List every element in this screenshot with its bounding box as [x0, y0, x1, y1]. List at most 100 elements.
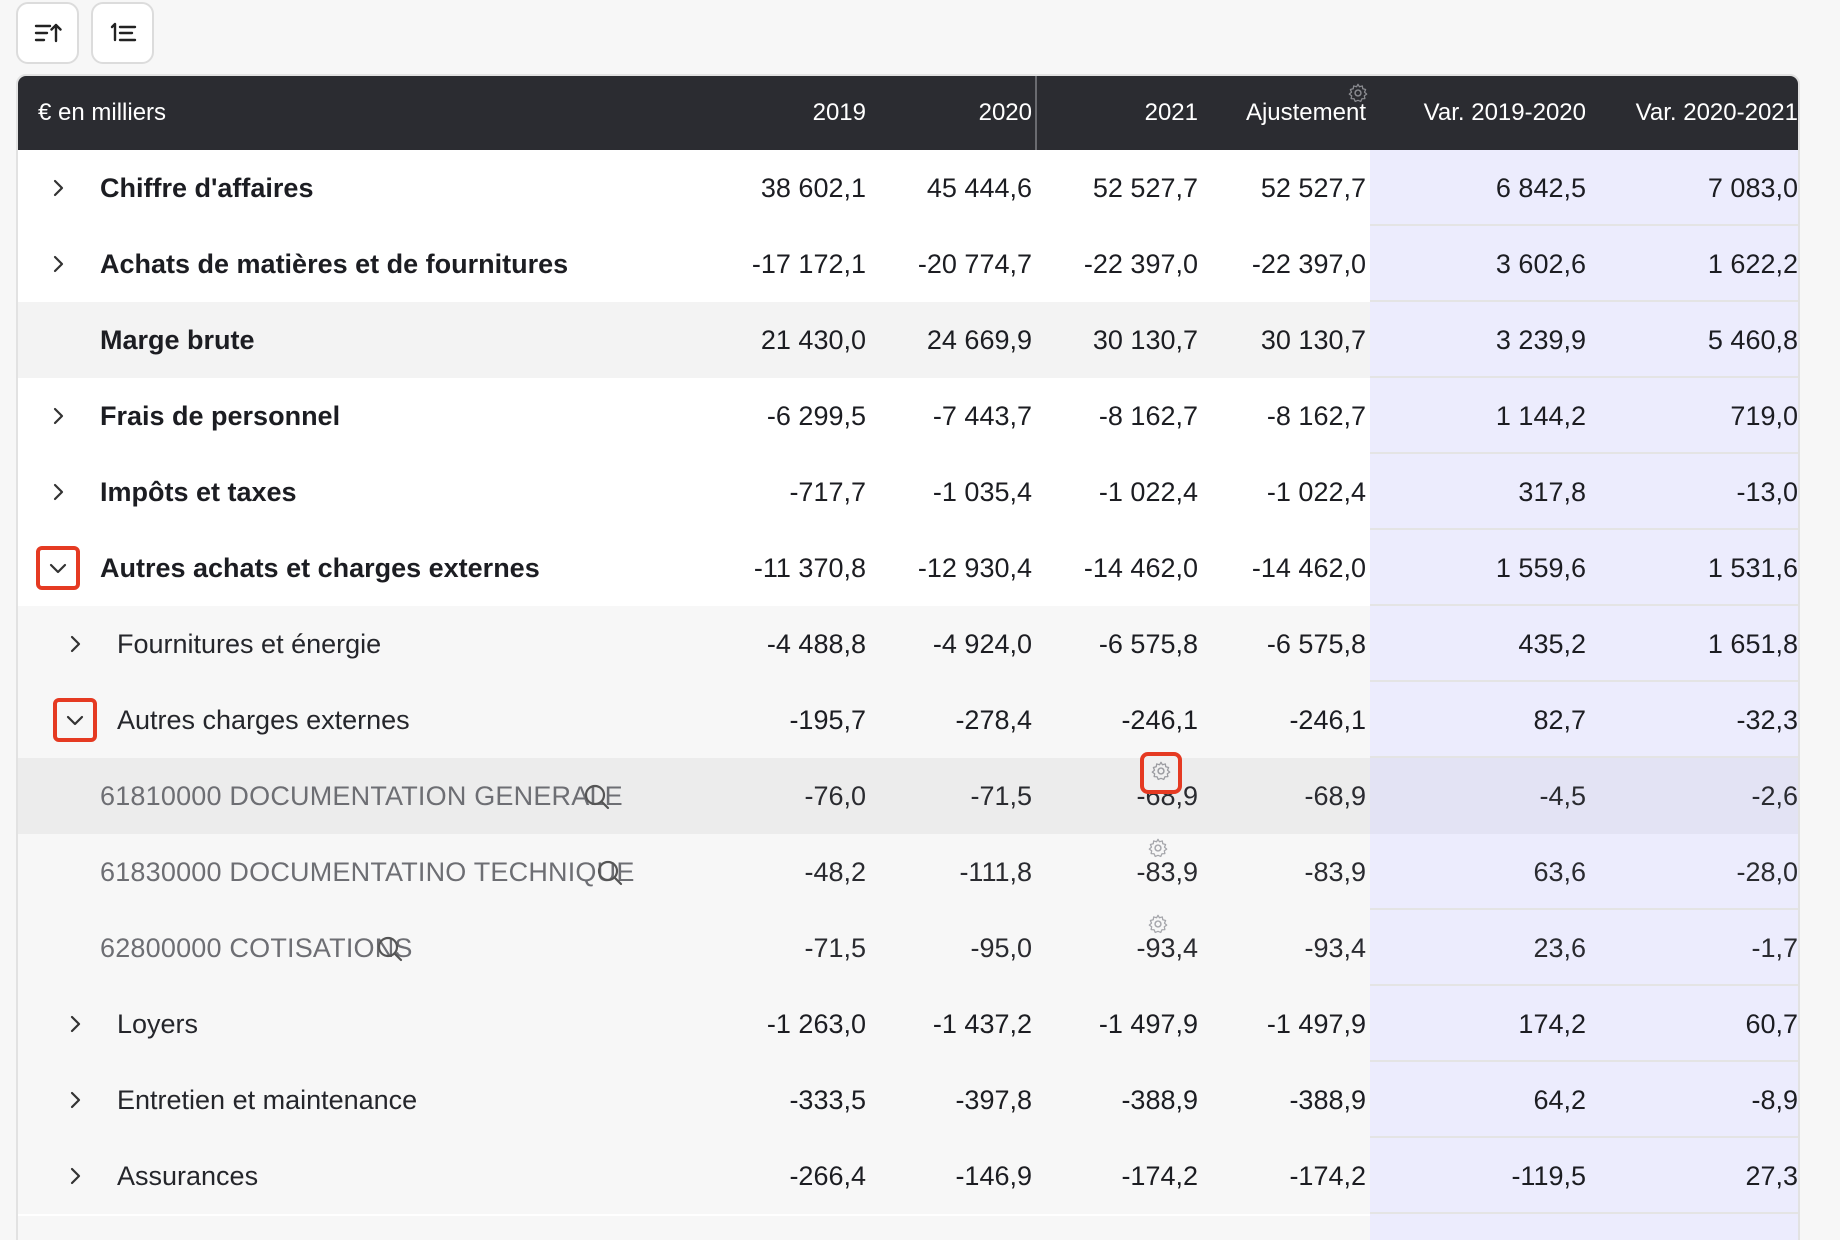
row-label: Chiffre d'affaires [100, 173, 314, 203]
expand-toggle[interactable] [44, 478, 72, 506]
cell-v2019: -71,5 [804, 933, 866, 963]
cell-v2021: -14 462,0 [1083, 553, 1198, 583]
cell-var1: -4,5 [1539, 781, 1586, 811]
row-label: Autres charges externes [117, 705, 410, 735]
expand-toggle[interactable] [44, 250, 72, 278]
cell-adj: -388,9 [1289, 1085, 1366, 1115]
chevron-right-icon [53, 407, 64, 425]
table-row[interactable]: Assurances -266,4 -146,9 -174,2 -174,2 -119,5… [18, 1138, 1798, 1214]
cell-var2: 5 460,8 [1707, 325, 1798, 355]
expand-toggle[interactable] [61, 1162, 89, 1190]
cell-var2: -13,0 [1736, 477, 1798, 507]
table-row[interactable]: Achats de matières et de fournitures -17 … [18, 226, 1798, 302]
cell-v2019: -717,7 [789, 477, 866, 507]
account-row[interactable]: 62800000 COTISATIONS -71,5 -95,0 -93,4 -93,4… [18, 910, 1798, 986]
row-background [18, 530, 1370, 606]
table-row[interactable]: Marge brute 21 430,0 24 669,9 30 130,7 30 13… [18, 302, 1798, 378]
col-2020-header[interactable]: 2020 [978, 99, 1032, 126]
cell-var1: 435,2 [1518, 629, 1586, 659]
search-icon[interactable] [582, 782, 612, 812]
row-background [18, 606, 1370, 682]
cell-v2021: -6 575,8 [1098, 629, 1198, 659]
expand-toggle[interactable] [53, 698, 97, 742]
chevron-right-icon [53, 483, 64, 501]
gear-icon[interactable] [1147, 913, 1169, 935]
adjustment-settings-icon[interactable] [1347, 82, 1369, 104]
table-row[interactable]: Impôts et taxes -717,7 -1 035,4 -1 022,4 -1 … [18, 454, 1798, 530]
cell-v2021: 52 527,7 [1092, 173, 1198, 203]
row-label: Marge brute [100, 325, 255, 355]
cell-v2020: -1 437,2 [932, 1009, 1032, 1039]
expand-toggle[interactable] [61, 1086, 89, 1114]
cell-v2019: 38 602,1 [760, 173, 866, 203]
col-var-2019-2020-header[interactable]: Var. 2019-2020 [1423, 99, 1586, 126]
row-background [18, 454, 1370, 530]
cell-v2019: -76,0 [804, 781, 866, 811]
cell-var2: 1 651,8 [1707, 629, 1798, 659]
cell-var2: -1,7 [1751, 933, 1798, 963]
row-label: 61810000 DOCUMENTATION GENERALE [100, 781, 623, 811]
table-row[interactable]: Frais de personnel -6 299,5 -7 443,7 -8 162… [18, 378, 1798, 454]
chevron-right-icon [53, 255, 64, 273]
col-2019-header[interactable]: 2019 [812, 99, 866, 126]
cell-v2019: -1 263,0 [766, 1009, 866, 1039]
cell-var2: 1 531,6 [1707, 553, 1798, 583]
search-icon[interactable] [595, 858, 625, 888]
row-background [18, 986, 1370, 1062]
expand-toggle[interactable] [36, 546, 80, 590]
cell-v2020: -7 443,7 [932, 401, 1032, 431]
row-background [18, 910, 1370, 986]
numbered-list-button[interactable] [91, 2, 154, 64]
cell-var1: 64,2 [1533, 1085, 1586, 1115]
cell-v2020: 45 444,6 [926, 173, 1032, 203]
toolbar [16, 2, 154, 64]
expand-toggle[interactable] [61, 1010, 89, 1038]
cell-v2021: -8 162,7 [1098, 401, 1198, 431]
table-row[interactable]: Autres charges externes -195,7 -278,4 -246,… [18, 682, 1798, 758]
cell-v2019: -6 299,5 [766, 401, 866, 431]
sort-button[interactable] [16, 2, 79, 64]
cell-var1: 317,8 [1518, 477, 1586, 507]
account-row[interactable]: 61830000 DOCUMENTATINO TECHNIQUE -48,2 -11… [18, 834, 1798, 910]
table-row[interactable]: Chiffre d'affaires 38 602,1 45 444,6 52 527… [18, 150, 1798, 226]
expand-toggle[interactable] [61, 630, 89, 658]
cell-v2021: 30 130,7 [1092, 325, 1198, 355]
row-background [18, 226, 1370, 302]
cell-var1: -119,5 [1511, 1161, 1586, 1191]
expand-toggle[interactable] [44, 174, 72, 202]
cell-v2021: -83,9 [1136, 857, 1198, 887]
row-label: 61830000 DOCUMENTATINO TECHNIQUE [100, 857, 635, 887]
cell-var2: -2,6 [1751, 781, 1798, 811]
col-2021-header[interactable]: 2021 [1144, 99, 1198, 126]
table-row[interactable]: Loyers -1 263,0 -1 437,2 -1 497,9 -1 497,9 17… [18, 986, 1798, 1062]
cell-var2: 719,0 [1730, 401, 1798, 431]
cell-v2020: -278,4 [955, 705, 1032, 735]
cell-v2019: -333,5 [789, 1085, 866, 1115]
cell-v2021: -246,1 [1121, 705, 1198, 735]
adjustment-settings-button[interactable] [1140, 752, 1182, 794]
cell-v2019: -48,2 [804, 857, 866, 887]
cell-adj: -8 162,7 [1266, 401, 1366, 431]
gear-icon[interactable] [1147, 837, 1169, 859]
cell-v2019: -266,4 [789, 1161, 866, 1191]
search-icon[interactable] [375, 934, 405, 964]
col-var-2020-2021-header[interactable]: Var. 2020-2021 [1635, 99, 1798, 126]
cell-v2020: -95,0 [970, 933, 1032, 963]
cell-adj: -22 397,0 [1251, 249, 1366, 279]
account-row[interactable]: 61810000 DOCUMENTATION GENERALE -76,0 -71,… [18, 752, 1798, 834]
cell-var2: -32,3 [1736, 705, 1798, 735]
table-row[interactable]: Fournitures et énergie -4 488,8 -4 924,0 -6… [18, 606, 1798, 682]
expand-toggle[interactable] [44, 402, 72, 430]
chevron-right-icon [70, 1091, 81, 1109]
table-row[interactable]: Entretien et maintenance -333,5 -397,8 -388… [18, 1062, 1798, 1138]
cell-adj: -83,9 [1304, 857, 1366, 887]
col-adjustment-header[interactable]: Ajustement [1245, 99, 1366, 126]
row-label: Achats de matières et de fournitures [100, 249, 569, 279]
table-row[interactable]: Autres achats et charges externes -11 370… [18, 530, 1798, 606]
row-background [18, 378, 1370, 454]
cell-adj: -246,1 [1289, 705, 1366, 735]
chevron-down-icon [66, 715, 84, 726]
cell-v2019: -11 370,8 [753, 553, 866, 583]
cell-adj: -68,9 [1304, 781, 1366, 811]
column-divider [1035, 76, 1037, 150]
